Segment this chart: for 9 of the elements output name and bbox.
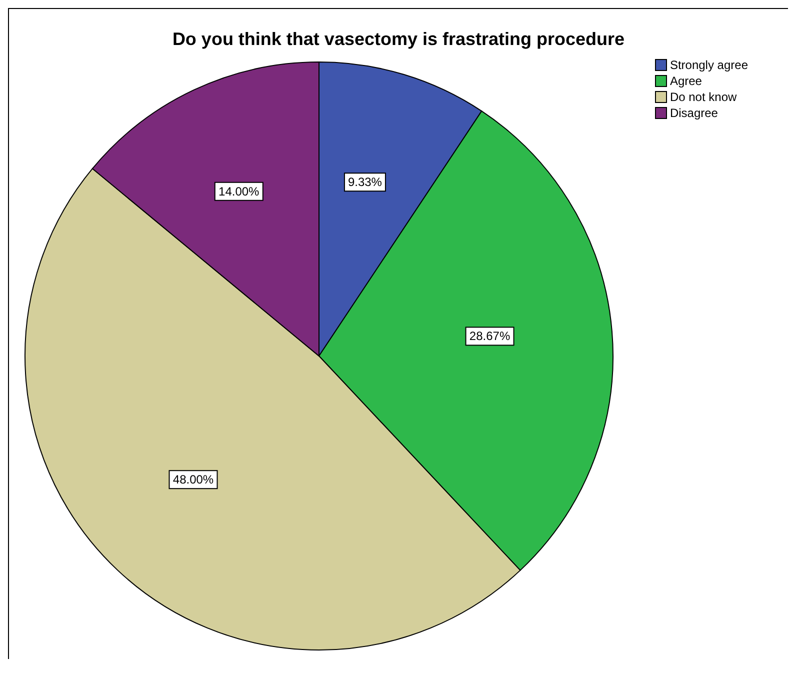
chart-title: Do you think that vasectomy is frastrating procedure	[171, 29, 626, 50]
legend-label: Disagree	[670, 105, 718, 121]
data-label: 28.67%	[469, 329, 510, 344]
data-label: 14.00%	[218, 184, 260, 198]
legend-label: Agree	[670, 73, 702, 89]
data-label: 9.33%	[348, 175, 382, 190]
legend-label: Do not know	[670, 89, 737, 105]
data-label: 48.00%	[172, 472, 214, 487]
legend-label: Strongly agree	[670, 57, 748, 73]
